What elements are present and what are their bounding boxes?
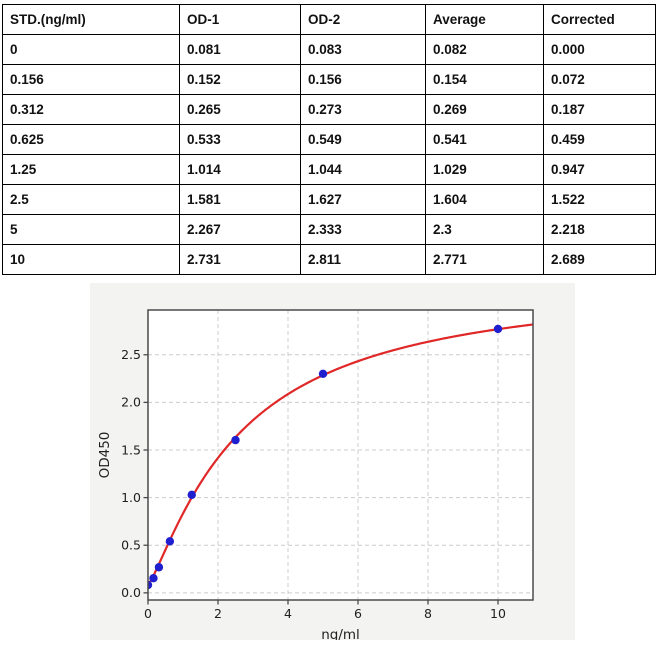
table-cell: 0.072 (543, 64, 656, 95)
data-point (231, 435, 240, 445)
column-header-average: Average (425, 4, 544, 35)
data-point (154, 563, 164, 572)
y-tick-label: 2.0 (121, 395, 141, 410)
table-cell: 0.265 (179, 94, 301, 125)
fit-curve (148, 323, 533, 586)
column-header-std: STD.(ng/ml) (2, 4, 180, 35)
table-cell: 0.269 (425, 94, 544, 125)
data-point (165, 537, 175, 546)
std-concentration-cell: 10 (2, 244, 180, 275)
table-cell: 2.731 (179, 244, 301, 275)
data-point (318, 369, 328, 379)
table-cell: 0.152 (179, 64, 301, 95)
axes-spines (147, 309, 534, 601)
column-header-corrected: Corrected (543, 4, 656, 35)
table-row: 0 0.081 0.083 0.082 0.000 (2, 34, 656, 65)
y-tick-label: 1.5 (121, 442, 141, 457)
table-cell: 2.771 (425, 244, 544, 275)
table-cell: 0.459 (543, 124, 656, 155)
data-point (187, 490, 196, 500)
table-cell: 0.533 (179, 124, 301, 155)
std-concentration-cell: 2.5 (2, 184, 180, 215)
table-cell: 1.581 (179, 184, 301, 215)
y-tick-label: 0.5 (121, 538, 141, 553)
x-tick-label: 10 (490, 606, 506, 621)
data-point (493, 324, 503, 334)
standards-table: STD.(ng/ml) OD-1 OD-2 Average Corrected … (2, 4, 656, 275)
plot-area (148, 310, 533, 600)
table-cell: 0.947 (543, 154, 656, 185)
table-cell: 0.549 (300, 124, 426, 155)
table-cell: 2.811 (300, 244, 426, 275)
x-tick-label: 6 (354, 606, 362, 621)
data-point (149, 573, 158, 583)
x-tick-label: 2 (214, 606, 222, 621)
table-cell: 0.187 (543, 94, 656, 125)
table-cell: 2.689 (543, 244, 656, 275)
table-row: 10 2.731 2.811 2.771 2.689 (2, 244, 656, 275)
std-concentration-cell: 0.312 (2, 94, 180, 125)
standard-curve-figure: 0 2 4 6 8 10 0.0 0.5 1.0 1.5 2.0 2.5 ng/ml OD450 (90, 283, 575, 640)
std-concentration-cell: 0.156 (2, 64, 180, 95)
table-cell: 1.604 (425, 184, 544, 215)
table-cell: 0.156 (300, 64, 426, 95)
table-cell: 1.014 (179, 154, 301, 185)
table-cell: 2.3 (425, 214, 544, 245)
data-point (148, 580, 153, 590)
table-row: 0.156 0.152 0.156 0.154 0.072 (2, 64, 656, 95)
y-tick-label: 2.5 (121, 347, 141, 362)
table-row: 2.5 1.581 1.627 1.604 1.522 (2, 184, 656, 215)
table-cell: 0.081 (179, 34, 301, 65)
std-concentration-cell: 1.25 (2, 154, 180, 185)
table-cell: 1.044 (300, 154, 426, 185)
x-axis-label: ng/ml (321, 627, 360, 640)
table-cell: 1.029 (425, 154, 544, 185)
std-concentration-cell: 5 (2, 214, 180, 245)
table-row: 0.625 0.533 0.549 0.541 0.459 (2, 124, 656, 155)
table-cell: 0.154 (425, 64, 544, 95)
table-cell: 0.541 (425, 124, 544, 155)
table-cell: 0.083 (300, 34, 426, 65)
std-concentration-cell: 0 (2, 34, 180, 65)
table-cell: 0.273 (300, 94, 426, 125)
table-row: 5 2.267 2.333 2.3 2.218 (2, 214, 656, 245)
y-tick-label: 0.0 (121, 585, 141, 600)
column-header-od2: OD-2 (300, 4, 426, 35)
y-tick-label: 1.0 (121, 490, 141, 505)
y-axis-label: OD450 (97, 432, 113, 479)
x-tick-label: 8 (424, 606, 432, 621)
column-header-od1: OD-1 (179, 4, 301, 35)
table-cell: 1.627 (300, 184, 426, 215)
table-cell: 1.522 (543, 184, 656, 215)
standard-curve-chart: 0 2 4 6 8 10 0.0 0.5 1.0 1.5 2.0 2.5 ng/ml OD450 (90, 283, 575, 640)
table-header-row: STD.(ng/ml) OD-1 OD-2 Average Corrected (2, 4, 656, 35)
table-cell: 2.267 (179, 214, 301, 245)
x-tick-label: 4 (284, 606, 292, 621)
table-cell: 0.000 (543, 34, 656, 65)
table-cell: 2.333 (300, 214, 426, 245)
table-cell: 0.082 (425, 34, 544, 65)
std-concentration-cell: 0.625 (2, 124, 180, 155)
table-row: 0.312 0.265 0.273 0.269 0.187 (2, 94, 656, 125)
table-cell: 2.218 (543, 214, 656, 245)
x-tick-label: 0 (144, 606, 152, 621)
table-row: 1.25 1.014 1.044 1.029 0.947 (2, 154, 656, 185)
